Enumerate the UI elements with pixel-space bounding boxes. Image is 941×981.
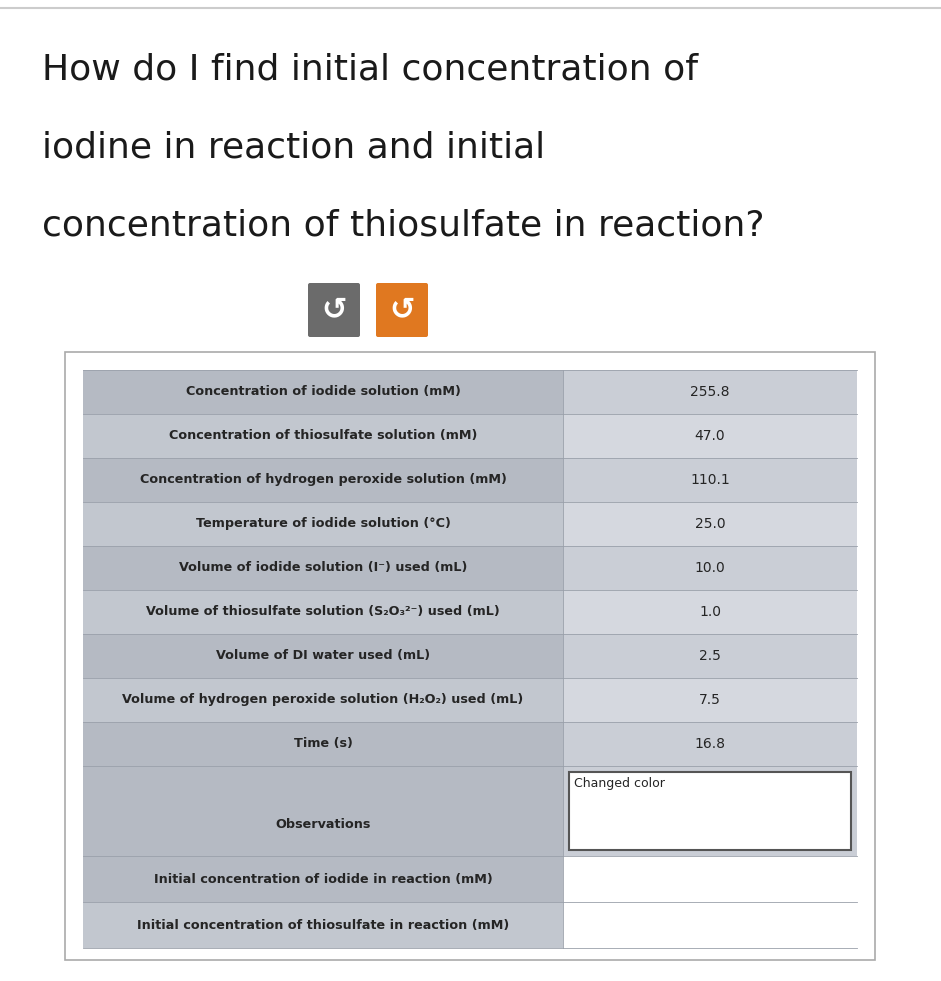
Bar [563,546,857,590]
Text: 2.5: 2.5 [699,649,721,663]
Text: Observations: Observations [276,818,371,831]
Bar [83,590,563,634]
Bar [65,352,875,960]
Text: Volume of DI water used (mL): Volume of DI water used (mL) [215,649,430,662]
Bar [563,458,857,502]
FancyBboxPatch shape [308,283,360,337]
Bar [83,414,563,458]
FancyBboxPatch shape [376,283,428,337]
Bar [563,590,857,634]
Text: Concentration of iodide solution (mM): Concentration of iodide solution (mM) [185,386,460,398]
Bar [83,502,563,546]
Text: Volume of thiosulfate solution (S₂O₃²⁻) used (mL): Volume of thiosulfate solution (S₂O₃²⁻) … [146,605,500,618]
Text: 25.0: 25.0 [694,517,726,531]
Text: 16.8: 16.8 [694,737,726,751]
Bar [563,370,857,414]
Bar [83,902,563,948]
Text: Concentration of thiosulfate solution (mM): Concentration of thiosulfate solution (m… [168,430,477,442]
Bar [563,502,857,546]
Text: 255.8: 255.8 [690,385,729,399]
Text: 47.0: 47.0 [694,429,726,443]
Text: Volume of hydrogen peroxide solution (H₂O₂) used (mL): Volume of hydrogen peroxide solution (H₂… [122,694,523,706]
Bar [569,772,851,850]
Text: Temperature of iodide solution (°C): Temperature of iodide solution (°C) [196,518,451,531]
Text: 110.1: 110.1 [690,473,730,487]
Bar [563,634,857,678]
Text: ↺: ↺ [321,295,346,325]
Text: Time (s): Time (s) [294,738,352,750]
Bar [83,766,563,856]
Text: Changed color: Changed color [574,777,664,790]
Bar [563,678,857,722]
Bar [83,678,563,722]
Bar [83,634,563,678]
Text: Initial concentration of thiosulfate in reaction (mM): Initial concentration of thiosulfate in … [136,918,509,932]
Bar [563,766,857,856]
Bar [563,722,857,766]
Text: How do I find initial concentration of: How do I find initial concentration of [42,52,698,86]
Text: Concentration of hydrogen peroxide solution (mM): Concentration of hydrogen peroxide solut… [139,474,506,487]
Bar [83,546,563,590]
Bar [83,856,563,902]
Text: 10.0: 10.0 [694,561,726,575]
Bar [563,414,857,458]
Text: Initial concentration of iodide in reaction (mM): Initial concentration of iodide in react… [153,872,492,886]
Text: iodine in reaction and initial: iodine in reaction and initial [42,130,545,164]
Text: concentration of thiosulfate in reaction?: concentration of thiosulfate in reaction… [42,208,764,242]
Text: Volume of iodide solution (I⁻) used (mL): Volume of iodide solution (I⁻) used (mL) [179,561,467,575]
Bar [83,722,563,766]
Text: 7.5: 7.5 [699,693,721,707]
Text: 1.0: 1.0 [699,605,721,619]
Text: ↺: ↺ [390,295,415,325]
Bar [83,458,563,502]
Bar [83,370,563,414]
